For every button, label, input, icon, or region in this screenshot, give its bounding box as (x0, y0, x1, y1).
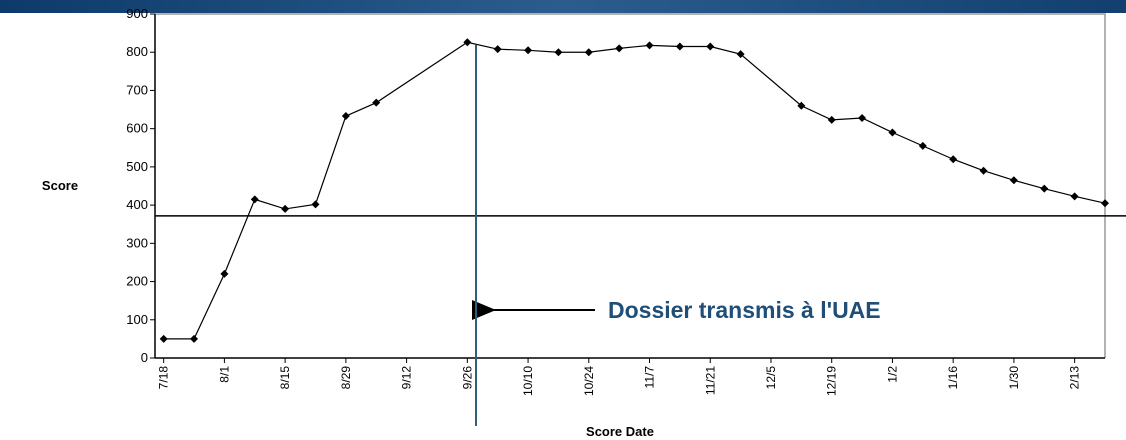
y-tick-label: 100 (126, 312, 148, 327)
x-tick-label: 8/1 (217, 366, 231, 383)
x-tick-label: 1/30 (1007, 366, 1021, 390)
point (736, 50, 745, 59)
point (827, 115, 836, 124)
y-tick-label: 200 (126, 274, 148, 289)
y-axis-label: Score (42, 178, 78, 193)
point (524, 46, 533, 55)
y-tick-label: 300 (126, 235, 148, 250)
y-tick-label: 600 (126, 121, 148, 136)
x-tick-label: 8/15 (278, 366, 292, 390)
y-tick-label: 900 (126, 6, 148, 21)
x-tick-label: 12/19 (825, 366, 839, 396)
x-tick-label: 9/26 (460, 366, 474, 390)
point (858, 113, 867, 122)
x-tick-label: 11/7 (643, 366, 657, 389)
point (584, 48, 593, 57)
point (1101, 199, 1109, 208)
line (163, 41, 1106, 340)
point (979, 166, 988, 175)
point (918, 141, 927, 150)
point (1009, 176, 1018, 185)
point (1070, 192, 1079, 201)
x-tick-label: 9/12 (400, 366, 414, 390)
point (706, 42, 715, 51)
point (220, 269, 229, 278)
x-tick-label: 11/21 (703, 366, 717, 395)
point (159, 334, 168, 343)
x-tick-label: 7/18 (157, 366, 171, 390)
x-tick-label: 10/10 (521, 366, 535, 396)
point (311, 200, 320, 209)
x-axis-label: Score Date (586, 424, 654, 439)
y-tick-label: 700 (126, 82, 148, 97)
plot-frame (155, 13, 1106, 358)
y-tick-label: 0 (141, 350, 148, 365)
y-tick-label: 800 (126, 44, 148, 59)
point (615, 44, 624, 53)
annotation: Dossier transmis à l'UAE (608, 297, 881, 323)
x-tick-label: 2/13 (1068, 366, 1082, 390)
point (1040, 184, 1049, 193)
y-tick-label: 400 (126, 197, 148, 212)
point (797, 101, 806, 110)
x-tick-label: 10/24 (582, 366, 596, 396)
point (281, 204, 290, 213)
point (645, 41, 654, 50)
point (341, 112, 350, 121)
y-tick-label: 500 (126, 159, 148, 174)
x-tick-label: 1/2 (885, 366, 899, 383)
x-tick-label: 12/5 (764, 366, 778, 390)
point (949, 155, 958, 164)
point (554, 48, 563, 57)
point (372, 98, 381, 107)
point (190, 334, 199, 343)
point (675, 42, 684, 51)
x-tick-label: 1/16 (946, 366, 960, 390)
point (463, 38, 472, 47)
point (493, 45, 502, 54)
x-tick-label: 8/29 (339, 366, 353, 390)
header-band (0, 0, 1126, 13)
point (250, 195, 259, 204)
point (888, 128, 897, 137)
